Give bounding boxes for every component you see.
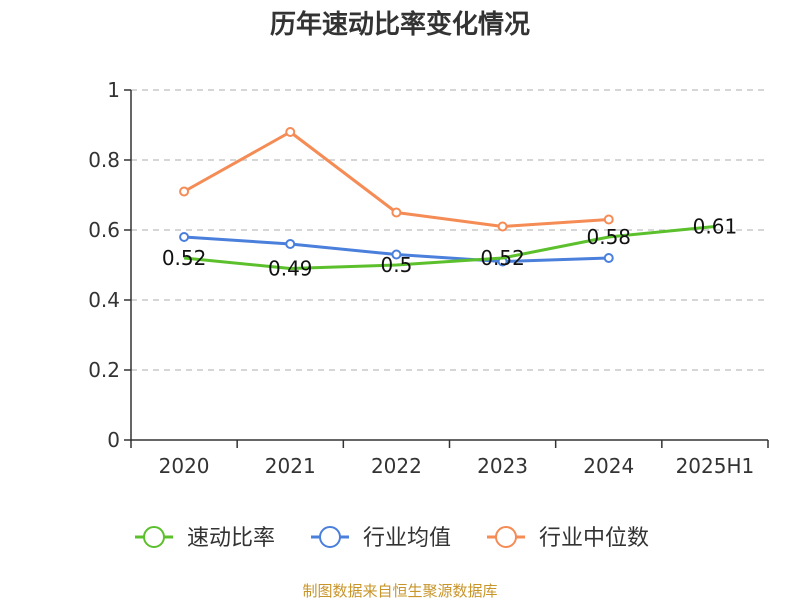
x-axis-ticks: 2020 2021 2022 2023 2024 2025H1 — [159, 454, 755, 478]
legend-label: 速动比率 — [187, 526, 275, 551]
data-point — [285, 239, 296, 249]
legend-marker — [143, 526, 165, 548]
data-label: 0.52 — [162, 246, 207, 270]
legend-label: 行业中位数 — [539, 526, 649, 551]
y-tick-label: 0.6 — [88, 218, 120, 242]
y-tick-label: 0.8 — [88, 148, 120, 172]
legend: 速动比率 行业均值 行业中位数 — [135, 526, 649, 551]
data-label: 0.61 — [693, 215, 738, 239]
data-point — [391, 207, 402, 218]
data-label: 0.58 — [586, 225, 631, 249]
y-tick-label: 0 — [107, 428, 120, 452]
x-tick-label: 2022 — [371, 454, 422, 478]
data-point — [497, 221, 508, 232]
axes — [124, 89, 769, 448]
data-point — [285, 127, 296, 137]
x-tick-label: 2020 — [159, 454, 210, 478]
legend-marker — [495, 526, 517, 548]
y-tick-label: 0.4 — [88, 288, 120, 312]
data-label: 0.5 — [381, 253, 413, 277]
data-point — [179, 186, 190, 197]
y-tick-label: 1 — [107, 78, 120, 102]
legend-label: 行业均值 — [363, 526, 451, 551]
data-point — [179, 232, 190, 242]
x-tick-label: 2025H1 — [676, 454, 755, 478]
x-tick-label: 2023 — [477, 454, 528, 478]
chart-title: 历年速动比率变化情况 — [270, 9, 530, 40]
data-labels: 0.52 0.49 0.5 0.52 0.58 0.61 — [162, 215, 737, 281]
data-point — [603, 253, 614, 263]
x-tick-label: 2024 — [583, 454, 634, 478]
legend-item: 行业中位数 — [487, 526, 649, 551]
x-tick-label: 2021 — [265, 454, 316, 478]
series-lines — [179, 127, 716, 270]
legend-marker — [319, 526, 341, 548]
series-line-0 — [183, 225, 716, 270]
legend-item: 行业均值 — [311, 526, 451, 551]
legend-item: 速动比率 — [135, 526, 275, 551]
data-label: 0.52 — [480, 246, 525, 270]
grid-lines — [131, 89, 768, 371]
y-tick-label: 0.2 — [88, 358, 120, 382]
y-axis-ticks: 0 0.2 0.4 0.6 0.8 1 — [88, 78, 120, 452]
data-point — [391, 249, 402, 260]
data-label: 0.49 — [268, 257, 313, 281]
source-note: 制图数据来自恒生聚源数据库 — [302, 582, 497, 600]
data-point — [603, 214, 614, 225]
